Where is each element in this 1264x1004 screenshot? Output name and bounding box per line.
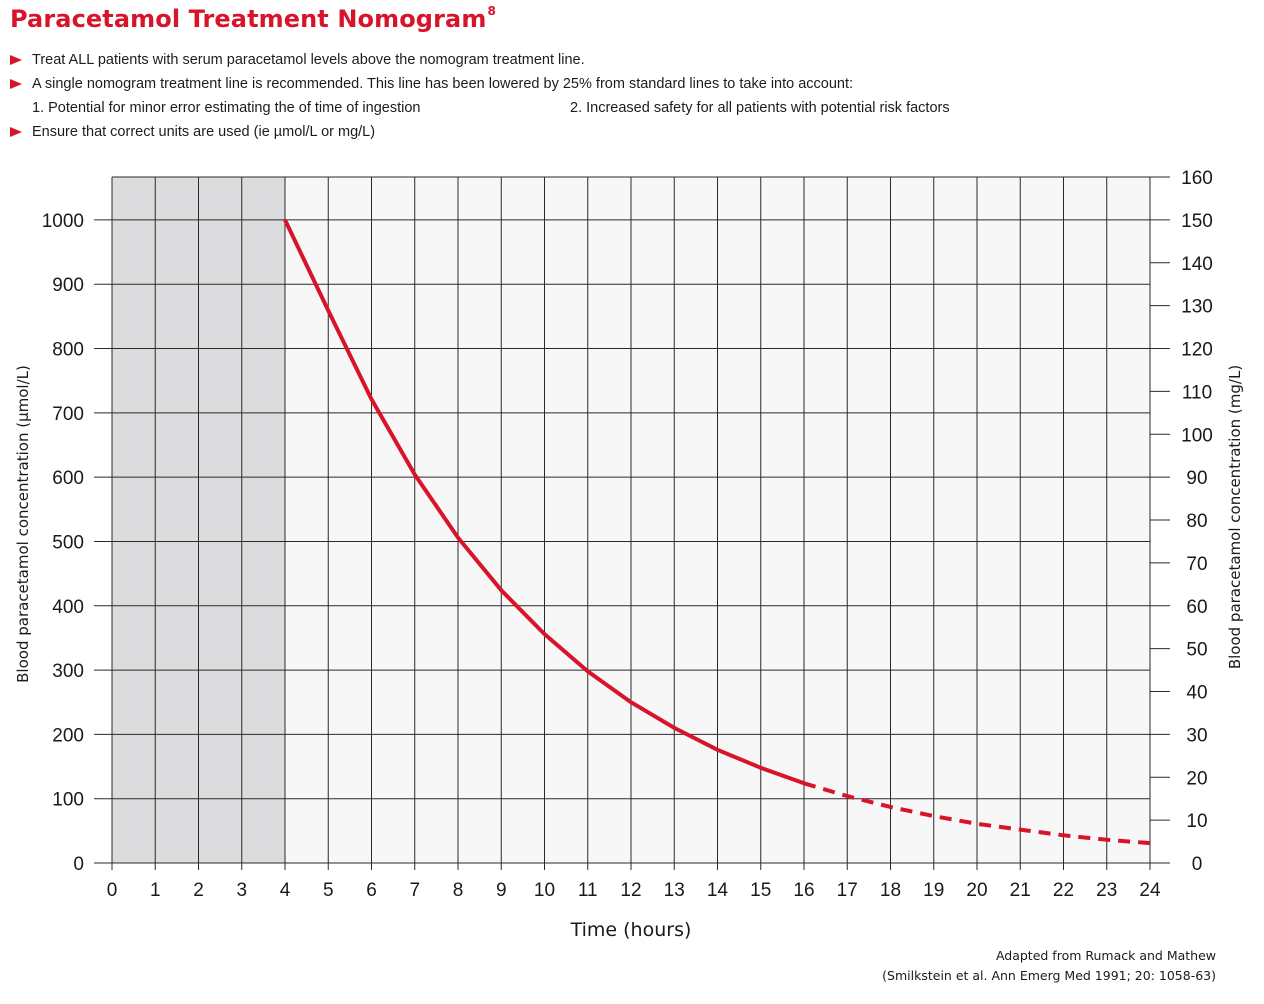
y-right-tick-label: 20 xyxy=(1186,768,1207,789)
note-item: Treat ALL patients with serum paracetamo… xyxy=(10,50,853,74)
x-tick-label: 5 xyxy=(323,880,334,901)
note-text: Treat ALL patients with serum paracetamo… xyxy=(32,52,585,68)
x-tick-label: 3 xyxy=(236,880,247,901)
y-right-tick-label: 130 xyxy=(1181,297,1213,318)
y-right-tick-label: 80 xyxy=(1186,511,1207,532)
x-tick-label: 1 xyxy=(150,880,161,901)
citation-line: (Smilkstein et al. Ann Emerg Med 1991; 2… xyxy=(882,968,1216,983)
y-right-tick-label: 50 xyxy=(1186,640,1207,661)
x-tick-label: 0 xyxy=(107,880,118,901)
y-right-tick-label: 0 xyxy=(1192,854,1203,875)
y-left-tick-label: 300 xyxy=(52,661,84,682)
bullet-arrow-icon xyxy=(10,55,22,65)
note-item: A single nomogram treatment line is reco… xyxy=(10,74,853,98)
x-tick-label: 13 xyxy=(664,880,685,901)
treatment-line-dashed xyxy=(803,781,1151,846)
x-tick-label: 22 xyxy=(1053,880,1074,901)
y-left-tick-label: 1000 xyxy=(42,211,84,232)
x-tick-label: 17 xyxy=(837,880,858,901)
x-tick-label: 19 xyxy=(923,880,944,901)
x-tick-label: 15 xyxy=(750,880,771,901)
x-axis-label: Time (hours) xyxy=(570,919,692,941)
x-tick-label: 23 xyxy=(1096,880,1117,901)
y-right-tick-label: 10 xyxy=(1186,811,1207,832)
x-tick-label: 24 xyxy=(1139,880,1161,901)
x-tick-label: 7 xyxy=(409,880,420,901)
y-left-tick-label: 100 xyxy=(52,790,84,811)
x-tick-label: 8 xyxy=(453,880,464,901)
x-tick-label: 12 xyxy=(620,880,641,901)
x-tick-label: 18 xyxy=(880,880,901,901)
y-left-tick-label: 900 xyxy=(52,275,84,296)
y-right-tick-label: 70 xyxy=(1186,554,1207,575)
y-right-tick-label: 30 xyxy=(1186,725,1207,746)
y-right-tick-label: 60 xyxy=(1186,597,1207,618)
note-item: Ensure that correct units are used (ie µ… xyxy=(10,122,853,146)
title-text: Paracetamol Treatment Nomogram xyxy=(10,5,487,33)
x-tick-label: 6 xyxy=(366,880,377,901)
chart-title: Paracetamol Treatment Nomogram8 xyxy=(10,4,496,33)
note-subitems: 1. Potential for minor error estimating … xyxy=(10,98,950,122)
x-tick-label: 10 xyxy=(534,880,555,901)
y-left-tick-label: 700 xyxy=(52,404,84,425)
x-tick-label: 9 xyxy=(496,880,507,901)
title-footnote-ref: 8 xyxy=(487,4,496,18)
x-tick-label: 4 xyxy=(280,880,291,901)
x-tick-label: 11 xyxy=(578,880,598,901)
x-tick-label: 21 xyxy=(1010,880,1031,901)
y-left-tick-label: 800 xyxy=(52,340,84,361)
y-right-tick-label: 160 xyxy=(1181,168,1213,189)
y-right-tick-label: 150 xyxy=(1181,211,1213,232)
y-left-tick-label: 200 xyxy=(52,725,84,746)
y-right-tick-label: 140 xyxy=(1181,254,1213,275)
x-tick-label: 14 xyxy=(707,880,729,901)
note-subitem: 2. Increased safety for all patients wit… xyxy=(570,100,950,116)
y-left-tick-label: 600 xyxy=(52,468,84,489)
y-right-tick-label: 40 xyxy=(1186,683,1207,704)
x-tick-label: 16 xyxy=(793,880,814,901)
note-text: Ensure that correct units are used (ie µ… xyxy=(32,124,376,140)
notes-list: Treat ALL patients with serum paracetamo… xyxy=(10,50,950,146)
y-right-tick-label: 120 xyxy=(1181,340,1213,361)
bullet-arrow-icon xyxy=(10,127,22,137)
y-left-tick-label: 500 xyxy=(52,532,84,553)
y-right-tick-label: 100 xyxy=(1181,425,1213,446)
y-left-axis-label: Blood paracetamol concentration (µmol/L) xyxy=(14,365,32,683)
y-right-axis-label: Blood paracetamol concentration (mg/L) xyxy=(1226,365,1244,669)
x-tick-label: 2 xyxy=(193,880,204,901)
x-tick-label: 20 xyxy=(966,880,987,901)
y-right-tick-label: 90 xyxy=(1186,468,1207,489)
note-text: A single nomogram treatment line is reco… xyxy=(32,76,854,92)
y-left-tick-label: 0 xyxy=(73,854,84,875)
bullet-arrow-icon xyxy=(10,79,22,89)
y-right-tick-label: 110 xyxy=(1182,382,1212,403)
source-citation: Adapted from Rumack and Mathew (Smilkste… xyxy=(882,946,1216,986)
note-subitem: 1. Potential for minor error estimating … xyxy=(32,100,421,116)
citation-line: Adapted from Rumack and Mathew xyxy=(995,948,1216,963)
y-left-tick-label: 400 xyxy=(52,597,84,618)
